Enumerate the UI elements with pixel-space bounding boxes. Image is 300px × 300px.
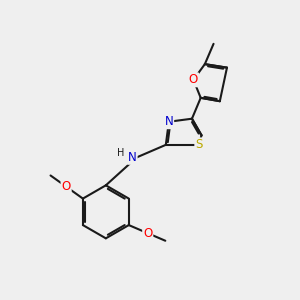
Text: O: O <box>189 73 198 86</box>
Text: N: N <box>164 115 173 128</box>
Text: O: O <box>61 180 71 193</box>
Text: N: N <box>128 151 137 164</box>
Text: H: H <box>117 148 124 158</box>
Text: O: O <box>143 227 152 240</box>
Text: S: S <box>195 138 203 151</box>
